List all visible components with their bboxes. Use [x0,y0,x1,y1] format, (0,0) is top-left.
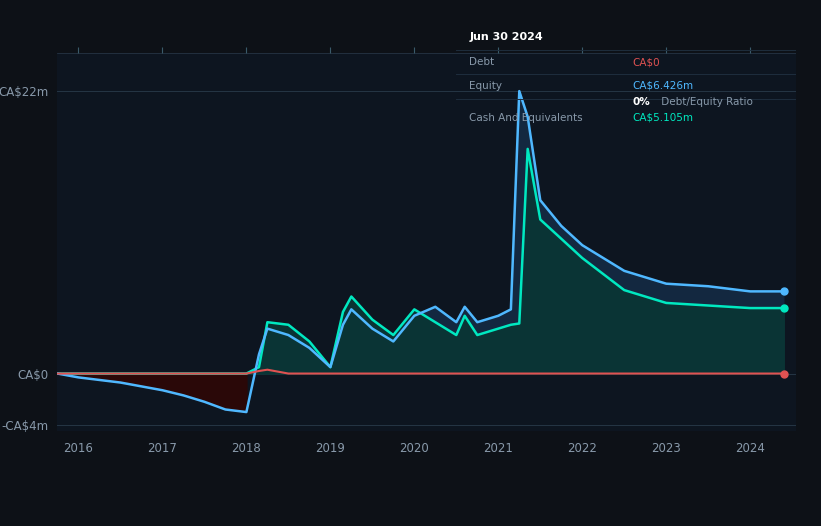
Text: Jun 30 2024: Jun 30 2024 [470,32,543,42]
Text: Equity: Equity [470,80,502,90]
Text: Cash And Equivalents: Cash And Equivalents [470,113,583,123]
Text: Debt/Equity Ratio: Debt/Equity Ratio [658,97,753,107]
Text: CA$5.105m: CA$5.105m [633,113,694,123]
Text: 0%: 0% [633,97,650,107]
Text: Debt: Debt [470,57,494,67]
Text: CA$6.426m: CA$6.426m [633,80,694,90]
Text: CA$0: CA$0 [633,57,660,67]
